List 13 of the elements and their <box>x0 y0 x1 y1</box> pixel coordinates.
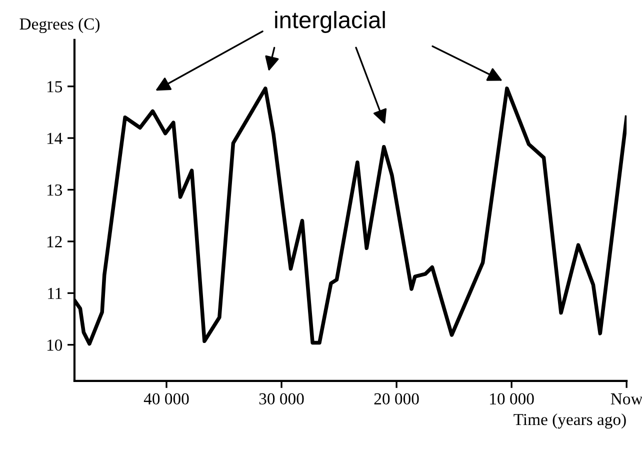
y-tick-label: 13 <box>47 184 62 196</box>
y-tick-label: 10 <box>47 339 62 351</box>
y-axis-title: Degrees (C) <box>20 18 100 34</box>
text: interglacial <box>275 10 385 34</box>
y-tick-label: 11 <box>48 288 62 299</box>
x-tick-label: 30 000 <box>259 393 304 405</box>
y-tick-label: 15 <box>47 81 62 92</box>
x-tick-label: 10 000 <box>490 393 534 405</box>
y-tick-label: 14 <box>47 132 62 144</box>
x-tick-label: 40 000 <box>144 393 189 405</box>
y-tick-label: 12 <box>47 236 62 248</box>
x-axis-title: Time (years ago) <box>514 413 626 429</box>
x-tick-label: 20 000 <box>374 393 419 405</box>
